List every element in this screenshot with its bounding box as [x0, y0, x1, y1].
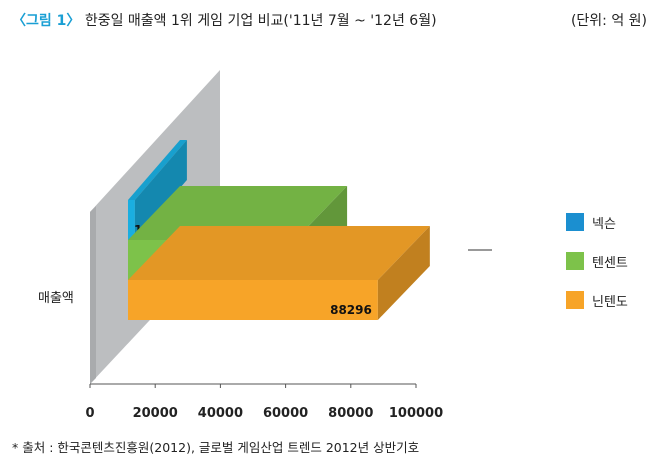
legend-swatch: [566, 291, 584, 309]
legend-item: 넥슨: [566, 212, 628, 232]
figure-label: 〈그림 1〉: [12, 13, 81, 29]
x-tick-label: 80000: [328, 406, 373, 421]
x-tick-label: 0: [85, 406, 94, 421]
bar-1-side: [134, 140, 187, 240]
legend-label: 넥슨: [592, 216, 616, 232]
legend-label: 닌텐도: [592, 294, 628, 310]
bar-3-top: [128, 226, 430, 280]
legend-label: 텐센트: [592, 255, 628, 271]
bar-1-top: [128, 140, 187, 200]
source-note: * 출처 : 한국콘텐츠진흥원(2012), 글로벌 게임산업 트렌드 2012…: [12, 440, 420, 455]
legend-swatch: [566, 213, 584, 231]
title-text: 한중일 매출액 1위 게임 기업 비교('11년 7월 ~ '12년 6월): [84, 13, 437, 29]
legend-swatch: [566, 252, 584, 270]
x-tick-label: 60000: [263, 406, 308, 421]
x-tick-label: 20000: [133, 406, 178, 421]
x-tick-label: 100000: [389, 406, 443, 421]
x-tick-label: 40000: [198, 406, 243, 421]
legend-item: 닌텐도: [566, 290, 628, 310]
legend-item: 텐센트: [566, 251, 628, 271]
bar-3-front: [128, 280, 378, 320]
bar-3-value-label: 88296: [330, 303, 372, 317]
bar-3-side: [377, 226, 430, 320]
back-wall-edge: [90, 206, 96, 384]
y-axis-label: 매출액: [38, 291, 74, 306]
chart-title: 〈그림 1〉 한중일 매출액 1위 게임 기업 비교('11년 7월 ~ '12…: [12, 10, 437, 30]
bar-1-front: [128, 200, 135, 240]
unit-label: (단위: 억 원): [570, 13, 647, 29]
